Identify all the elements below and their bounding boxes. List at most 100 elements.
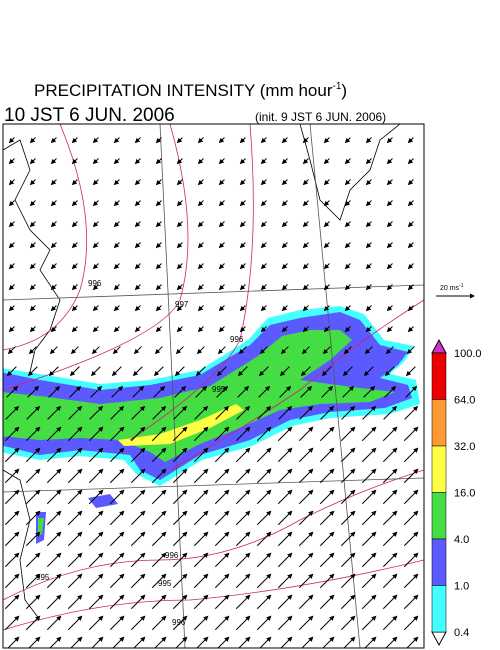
wind-arrow xyxy=(4,447,20,463)
wind-arrow xyxy=(48,385,61,398)
wind-arrow xyxy=(260,263,267,270)
wind-arrow xyxy=(88,552,104,568)
wind-arrow xyxy=(6,385,19,398)
wind-arrow xyxy=(321,366,332,377)
wind-arrow xyxy=(235,489,251,505)
wind-arrow xyxy=(91,636,104,648)
wind-arrow xyxy=(193,468,209,484)
wind-arrow xyxy=(382,426,398,442)
wind-arrow xyxy=(134,158,141,165)
wind-arrow xyxy=(343,636,356,648)
wind-arrow xyxy=(218,158,225,165)
wind-arrow xyxy=(277,615,293,631)
wind-arrow xyxy=(113,200,120,207)
wind-arrow xyxy=(113,137,120,144)
wind-arrow xyxy=(344,200,351,207)
wind-arrow xyxy=(92,158,99,165)
wind-arrow xyxy=(197,158,204,165)
wind-arrow xyxy=(26,405,41,420)
wind-arrow xyxy=(50,305,57,312)
wind-arrow xyxy=(176,158,183,165)
wind-arrow xyxy=(46,573,62,589)
wind-arrow xyxy=(215,405,230,420)
wind-arrow xyxy=(281,158,288,165)
wind-arrow xyxy=(71,326,78,333)
wind-arrow xyxy=(298,573,314,589)
wind-arrow xyxy=(344,305,351,312)
wind-arrow xyxy=(386,326,393,333)
wind-arrow xyxy=(194,405,209,420)
wind-arrow xyxy=(176,263,183,270)
wind-arrow xyxy=(25,510,41,526)
wind-arrow xyxy=(340,447,356,463)
wind-arrow xyxy=(27,366,38,377)
wind-arrow xyxy=(407,284,414,291)
wind-arrow xyxy=(256,489,272,505)
wind-arrow xyxy=(344,263,351,270)
wind-arrow xyxy=(281,263,288,270)
wind-arrow xyxy=(92,263,99,270)
wind-arrow xyxy=(340,489,356,505)
wind-arrow xyxy=(281,242,288,249)
wind-arrow xyxy=(153,366,164,377)
wind-arrow xyxy=(239,179,246,186)
wind-arrow xyxy=(110,405,125,420)
wind-arrow xyxy=(46,615,62,631)
wind-arrow xyxy=(256,426,272,442)
wind-arrow xyxy=(216,385,229,398)
wind-arrow xyxy=(362,405,377,420)
wind-arrow xyxy=(71,284,78,291)
wind-arrow xyxy=(29,284,36,291)
wind-arrow xyxy=(298,552,314,568)
wind-arrow xyxy=(49,346,58,355)
wind-arrow xyxy=(113,284,120,291)
wind-arrow xyxy=(382,531,398,547)
wind-arrow xyxy=(92,305,99,312)
wind-arrow xyxy=(235,615,251,631)
wind-arrow xyxy=(237,385,250,398)
wind-arrow xyxy=(236,405,251,420)
wind-arrow xyxy=(239,137,246,144)
wind-arrow xyxy=(386,221,393,228)
wind-arrow xyxy=(214,573,230,589)
wind-arrow xyxy=(403,594,419,610)
wind-arrow xyxy=(92,242,99,249)
wind-arrow xyxy=(176,326,183,333)
wind-arrow xyxy=(403,447,419,463)
wind-arrow xyxy=(407,263,414,270)
wind-arrow xyxy=(4,468,20,484)
wind-arrow xyxy=(277,510,293,526)
wind-arrow xyxy=(302,137,309,144)
wind-arrow xyxy=(363,385,376,398)
colorbar-swatch xyxy=(431,585,447,633)
wind-arrow xyxy=(319,426,335,442)
wind-arrow xyxy=(323,326,330,333)
wind-arrow xyxy=(298,489,314,505)
wind-arrow xyxy=(319,489,335,505)
wind-arrow xyxy=(260,326,267,333)
wind-arrow xyxy=(302,179,309,186)
wind-arrow xyxy=(29,242,36,249)
isobar-labels: 996 997 996 995 995 996 995 996 xyxy=(36,279,244,627)
wind-arrow xyxy=(382,489,398,505)
wind-arrow xyxy=(109,510,125,526)
wind-arrow xyxy=(50,284,57,291)
valid-time: 10 JST 6 JUN. 2006 xyxy=(4,105,175,126)
wind-arrow xyxy=(172,447,188,463)
wind-arrow xyxy=(386,242,393,249)
wind-arrow xyxy=(155,221,162,228)
wind-arrow xyxy=(239,305,246,312)
wind-arrow xyxy=(50,263,57,270)
colorbar-label: 4.0 xyxy=(454,534,469,546)
wind-arrow xyxy=(361,426,377,442)
wind-arrow xyxy=(298,447,314,463)
wind-arrow xyxy=(342,366,353,377)
wind-arrow xyxy=(239,158,246,165)
wind-arrow xyxy=(256,468,272,484)
colorbar-top xyxy=(431,338,447,354)
wind-arrow xyxy=(235,510,251,526)
wind-arrow xyxy=(46,489,62,505)
wind-arrow xyxy=(4,531,20,547)
wind-arrow xyxy=(67,594,83,610)
wind-arrow xyxy=(298,531,314,547)
